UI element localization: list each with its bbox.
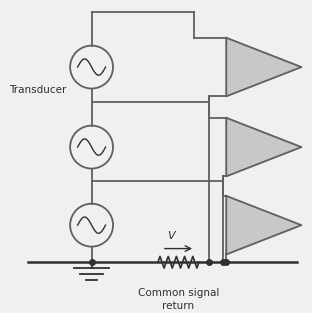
Text: Transducer: Transducer [9,85,66,95]
Text: V: V [167,231,174,241]
Text: Common signal: Common signal [138,288,219,298]
Polygon shape [226,118,301,176]
Polygon shape [226,196,301,254]
Polygon shape [226,38,301,96]
Text: return: return [162,301,194,311]
